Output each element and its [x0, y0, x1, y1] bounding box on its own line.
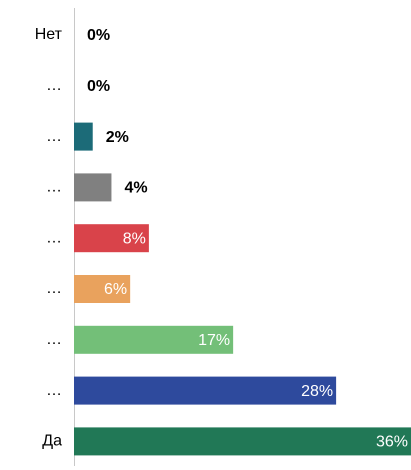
- value-label: 6%: [104, 281, 127, 298]
- category-label: …: [46, 229, 62, 246]
- bar: [74, 427, 411, 456]
- category-label: Да: [42, 433, 62, 450]
- bar: [74, 325, 234, 354]
- value-label: 2%: [106, 129, 129, 146]
- bar: [74, 122, 93, 151]
- value-label: 4%: [124, 180, 147, 197]
- category-label: …: [46, 77, 62, 94]
- value-label: 8%: [123, 230, 146, 247]
- bar: [74, 275, 131, 303]
- category-label: Нет: [35, 26, 63, 43]
- value-label: 17%: [198, 332, 230, 349]
- category-label: …: [46, 128, 62, 145]
- value-label: 0%: [87, 27, 110, 44]
- bar: [74, 224, 149, 253]
- category-label: …: [46, 331, 62, 348]
- value-label: 28%: [301, 383, 333, 400]
- category-label: …: [46, 280, 62, 297]
- value-label: 0%: [87, 78, 110, 95]
- bar: [74, 376, 337, 405]
- value-label: 36%: [376, 434, 408, 451]
- category-label: …: [46, 382, 62, 399]
- category-label: …: [46, 179, 62, 196]
- bar: [74, 173, 112, 202]
